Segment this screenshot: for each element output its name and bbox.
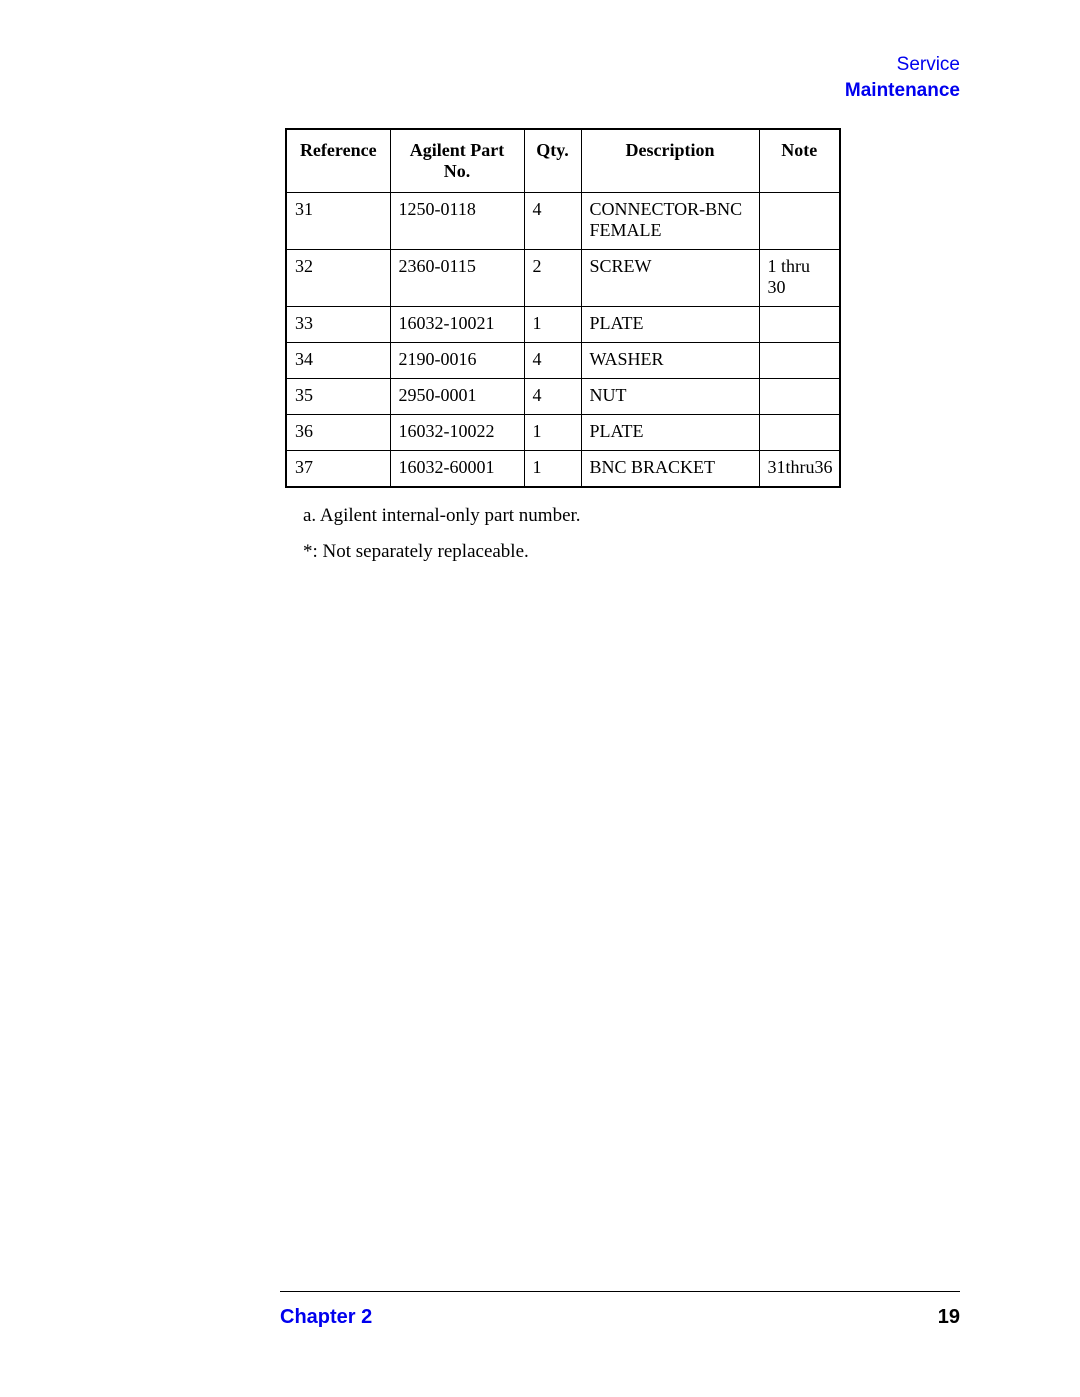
page-header: Service Maintenance bbox=[845, 52, 960, 103]
page: Service Maintenance Reference Agilent Pa… bbox=[0, 0, 1080, 1397]
cell-qty: 1 bbox=[524, 415, 581, 451]
cell-description: CONNECTOR-BNC FEMALE bbox=[581, 193, 759, 250]
cell-description: PLATE bbox=[581, 415, 759, 451]
table-row: 36 16032-10022 1 PLATE bbox=[286, 415, 840, 451]
cell-qty: 1 bbox=[524, 307, 581, 343]
col-qty: Qty. bbox=[524, 129, 581, 193]
cell-part-no: 16032-10021 bbox=[390, 307, 524, 343]
cell-reference: 36 bbox=[286, 415, 390, 451]
cell-description: PLATE bbox=[581, 307, 759, 343]
cell-note bbox=[759, 379, 840, 415]
cell-description: WASHER bbox=[581, 343, 759, 379]
cell-qty: 1 bbox=[524, 451, 581, 488]
page-footer: Chapter 2 19 bbox=[280, 1291, 960, 1329]
cell-reference: 37 bbox=[286, 451, 390, 488]
table-row: 33 16032-10021 1 PLATE bbox=[286, 307, 840, 343]
col-note: Note bbox=[759, 129, 840, 193]
cell-note: 31thru36 bbox=[759, 451, 840, 488]
col-part-no: Agilent Part No. bbox=[390, 129, 524, 193]
footnote-a: a. Agilent internal-only part number. bbox=[303, 498, 839, 534]
cell-note bbox=[759, 193, 840, 250]
table-row: 37 16032-60001 1 BNC BRACKET 31thru36 bbox=[286, 451, 840, 488]
cell-note: 1 thru 30 bbox=[759, 250, 840, 307]
cell-reference: 33 bbox=[286, 307, 390, 343]
cell-part-no: 16032-10022 bbox=[390, 415, 524, 451]
col-reference: Reference bbox=[286, 129, 390, 193]
cell-reference: 35 bbox=[286, 379, 390, 415]
cell-qty: 4 bbox=[524, 193, 581, 250]
footer-row: Chapter 2 19 bbox=[280, 1306, 960, 1329]
table-footnotes: a. Agilent internal-only part number. *:… bbox=[285, 498, 839, 570]
cell-part-no: 2360-0115 bbox=[390, 250, 524, 307]
cell-note bbox=[759, 343, 840, 379]
table-row: 34 2190-0016 4 WASHER bbox=[286, 343, 840, 379]
cell-description: BNC BRACKET bbox=[581, 451, 759, 488]
cell-part-no: 2190-0016 bbox=[390, 343, 524, 379]
cell-qty: 4 bbox=[524, 379, 581, 415]
footer-rule bbox=[280, 1291, 960, 1292]
parts-table: Reference Agilent Part No. Qty. Descript… bbox=[285, 128, 841, 488]
col-description: Description bbox=[581, 129, 759, 193]
cell-part-no: 16032-60001 bbox=[390, 451, 524, 488]
cell-note bbox=[759, 415, 840, 451]
footer-chapter: Chapter 2 bbox=[280, 1306, 372, 1329]
table-row: 32 2360-0115 2 SCREW 1 thru 30 bbox=[286, 250, 840, 307]
header-maintenance: Maintenance bbox=[845, 78, 960, 104]
footnote-star: *: Not separately replaceable. bbox=[303, 534, 839, 570]
footer-page-number: 19 bbox=[938, 1306, 960, 1329]
cell-reference: 31 bbox=[286, 193, 390, 250]
cell-part-no: 1250-0118 bbox=[390, 193, 524, 250]
parts-table-wrap: Reference Agilent Part No. Qty. Descript… bbox=[285, 128, 839, 570]
header-service: Service bbox=[845, 52, 960, 78]
cell-reference: 32 bbox=[286, 250, 390, 307]
cell-qty: 2 bbox=[524, 250, 581, 307]
cell-qty: 4 bbox=[524, 343, 581, 379]
cell-part-no: 2950-0001 bbox=[390, 379, 524, 415]
table-header-row: Reference Agilent Part No. Qty. Descript… bbox=[286, 129, 840, 193]
cell-note bbox=[759, 307, 840, 343]
table-row: 31 1250-0118 4 CONNECTOR-BNC FEMALE bbox=[286, 193, 840, 250]
cell-description: SCREW bbox=[581, 250, 759, 307]
cell-description: NUT bbox=[581, 379, 759, 415]
table-row: 35 2950-0001 4 NUT bbox=[286, 379, 840, 415]
cell-reference: 34 bbox=[286, 343, 390, 379]
